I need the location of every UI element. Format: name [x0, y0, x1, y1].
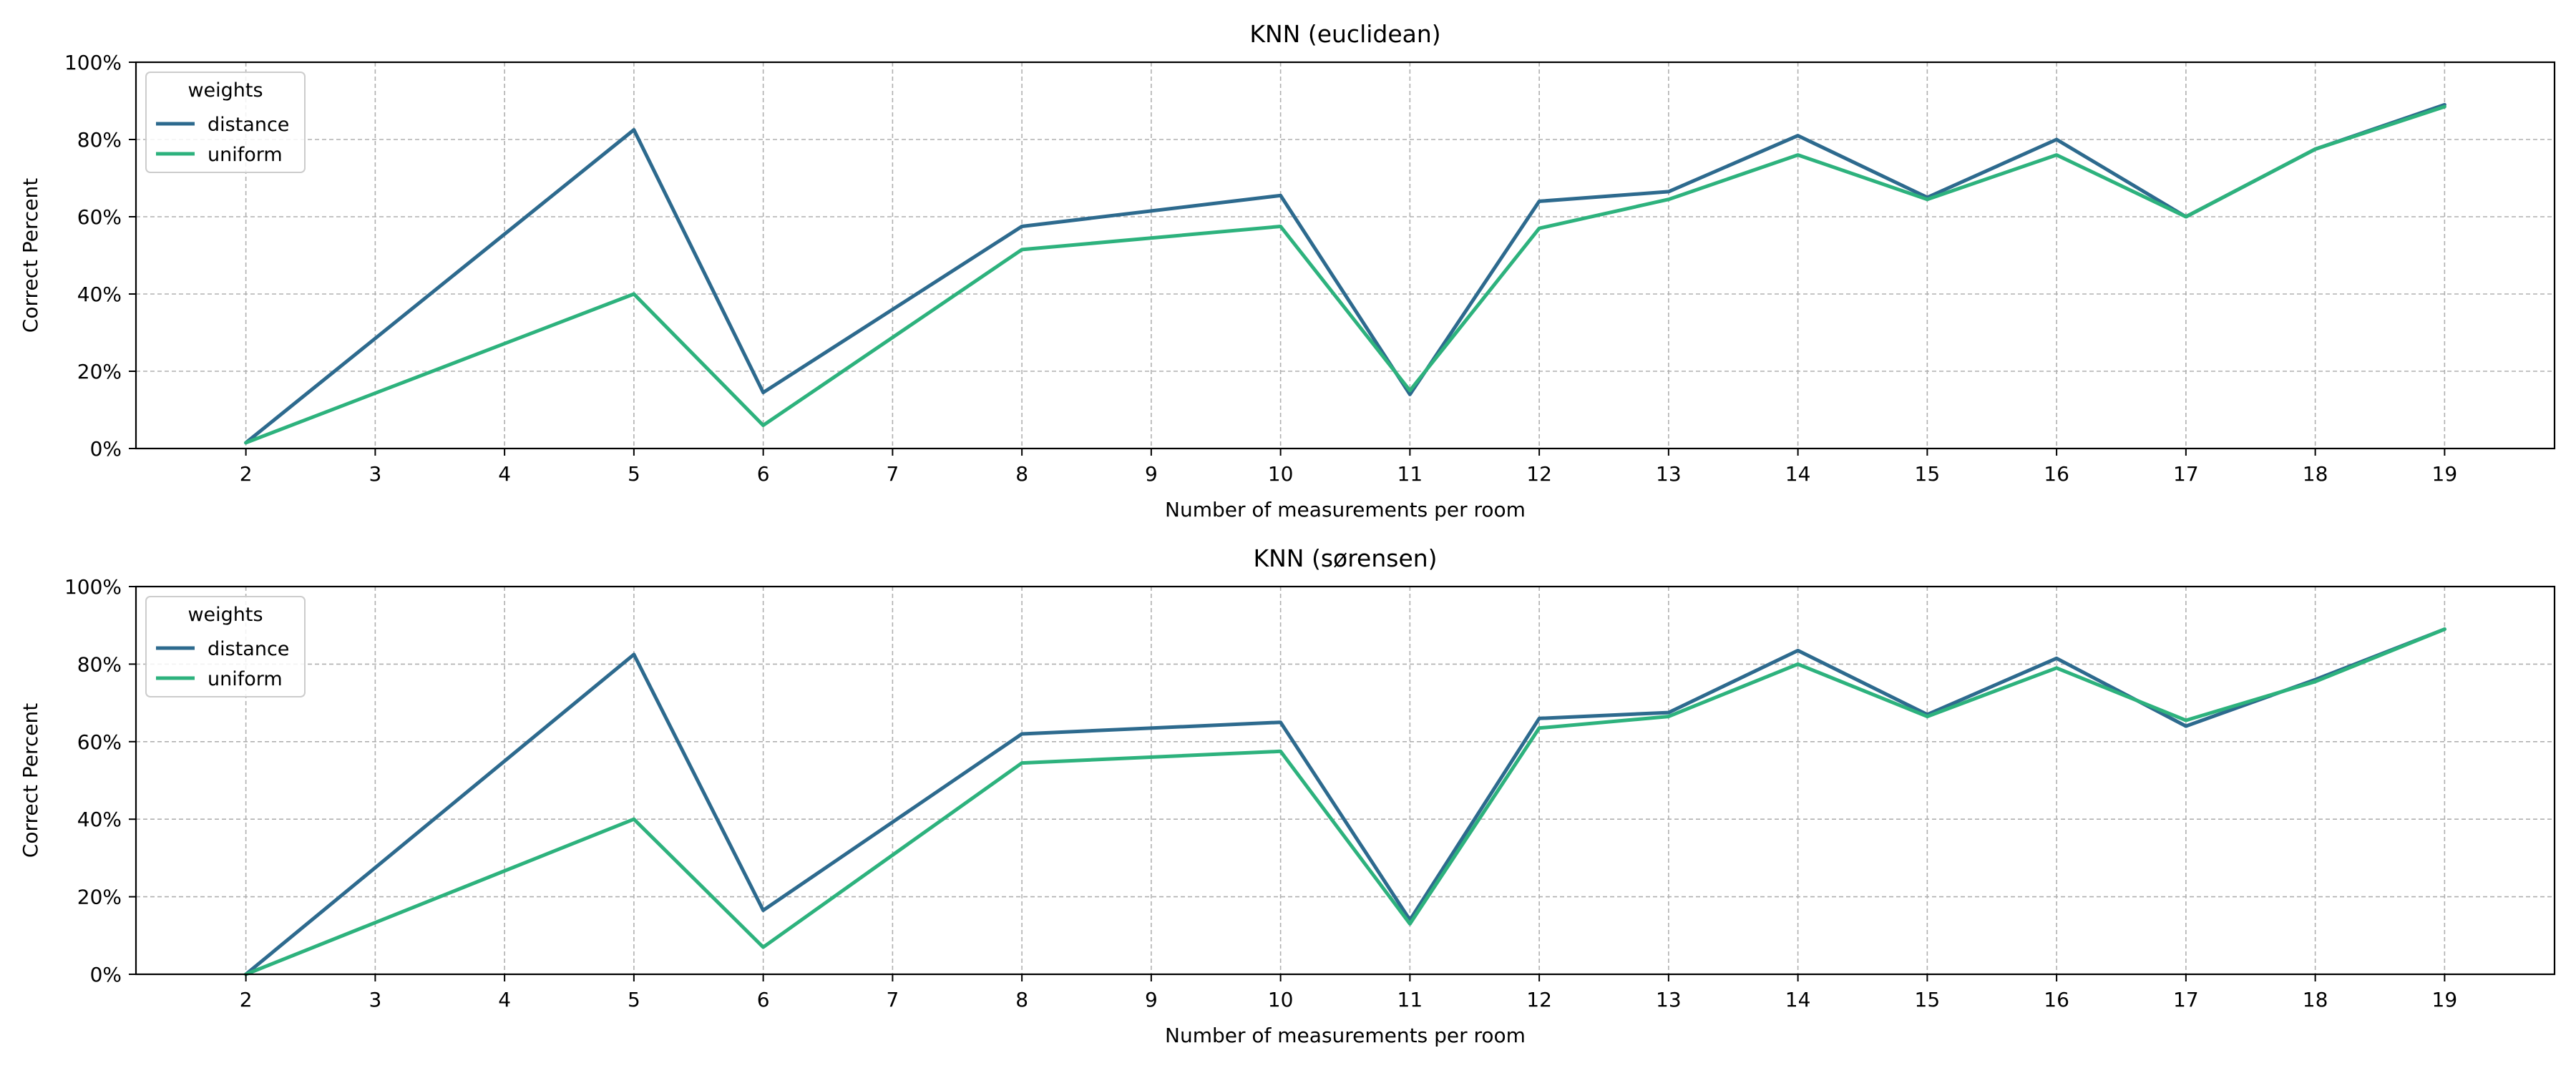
y-axis-label: Correct Percent	[19, 178, 42, 333]
x-tick-label: 17	[2173, 462, 2199, 486]
chart-panel-1: 2 3 4 5 6 7 8 9 10 11 12 13 14 15 16 17 18 19 0% 20% 40% 60% 8…	[19, 20, 2556, 521]
x-tick-label: 5	[628, 462, 640, 486]
series-line-uniform	[244, 627, 2446, 976]
y-tick-label: 80%	[77, 652, 122, 676]
y-tick-label: 40%	[77, 808, 122, 831]
series-line-distance	[244, 627, 2446, 976]
chart-title: KNN (euclidean)	[1249, 20, 1440, 48]
y-tick-label: 20%	[77, 360, 122, 383]
x-tick-label: 8	[1015, 988, 1028, 1011]
x-tick-label: 6	[757, 462, 770, 486]
x-tick-label: 10	[1268, 988, 1294, 1011]
x-axis-label: Number of measurements per room	[1165, 1024, 1526, 1047]
chart-panel-2: 2 3 4 5 6 7 8 9 10 11 12 13 14 15 16 17 18 19 0% 20% 40% 60% 8…	[19, 544, 2556, 1047]
grid	[136, 62, 2555, 449]
x-tick-label: 11	[1397, 462, 1423, 486]
series-line-uniform	[244, 104, 2446, 445]
legend: weights distance uniform	[145, 596, 306, 697]
x-tick-label: 14	[1785, 462, 1811, 486]
legend-box	[145, 596, 306, 697]
y-tick-label: 80%	[77, 128, 122, 152]
y-tick-label: 100%	[64, 575, 122, 599]
x-tick-label: 13	[1656, 988, 1682, 1011]
y-tick-label: 60%	[77, 205, 122, 229]
y-tick-label: 40%	[77, 283, 122, 306]
axes-frame	[135, 585, 2556, 976]
x-tick-label: 9	[1145, 988, 1158, 1011]
x-tick-label: 3	[369, 462, 381, 486]
y-tick-label: 0%	[90, 963, 122, 986]
x-tick-label: 2	[240, 988, 253, 1011]
legend-label-uniform: uniform	[208, 144, 283, 166]
x-tick-label: 14	[1785, 988, 1811, 1011]
series-line-distance	[244, 102, 2446, 445]
grid	[136, 586, 2555, 975]
legend-label-uniform: uniform	[208, 668, 283, 690]
x-tick-label: 6	[757, 988, 770, 1011]
chart-title: KNN (sørensen)	[1253, 544, 1437, 572]
x-tick-label: 5	[628, 988, 640, 1011]
legend-title: weights	[187, 79, 263, 102]
x-tick-label: 15	[1915, 988, 1941, 1011]
x-tick-label: 19	[2432, 462, 2458, 486]
y-tick-label: 60%	[77, 730, 122, 754]
axes-frame	[135, 61, 2556, 450]
x-tick-label: 17	[2173, 988, 2199, 1011]
y-axis-label: Correct Percent	[19, 703, 42, 858]
x-tick-label: 16	[2044, 462, 2069, 486]
x-tick-label: 11	[1397, 988, 1423, 1011]
x-tick-label: 16	[2044, 988, 2069, 1011]
x-tick-label: 18	[2303, 988, 2328, 1011]
x-tick-label: 8	[1015, 462, 1028, 486]
legend: weights distance uniform	[145, 72, 306, 173]
x-tick-label: 9	[1145, 462, 1158, 486]
legend-box	[145, 72, 306, 173]
x-tick-label: 15	[1915, 462, 1941, 486]
x-tick-label: 13	[1656, 462, 1682, 486]
x-tick-label: 12	[1526, 462, 1552, 486]
x-tick-label: 2	[240, 462, 253, 486]
x-axis-label: Number of measurements per room	[1165, 498, 1526, 521]
legend-label-distance: distance	[208, 114, 289, 136]
x-tick-label: 12	[1526, 988, 1552, 1011]
x-tick-label: 19	[2432, 988, 2458, 1011]
x-tick-label: 3	[369, 988, 381, 1011]
y-tick-label: 100%	[64, 51, 122, 74]
legend-label-distance: distance	[208, 638, 289, 660]
x-tick-label: 10	[1268, 462, 1294, 486]
x-tick-label: 7	[886, 988, 899, 1011]
x-tick-label: 4	[498, 988, 511, 1011]
x-tick-label: 4	[498, 462, 511, 486]
y-tick-label: 0%	[90, 437, 122, 461]
legend-title: weights	[187, 604, 263, 626]
x-tick-label: 18	[2303, 462, 2328, 486]
y-tick-label: 20%	[77, 886, 122, 909]
x-tick-label: 7	[886, 462, 899, 486]
